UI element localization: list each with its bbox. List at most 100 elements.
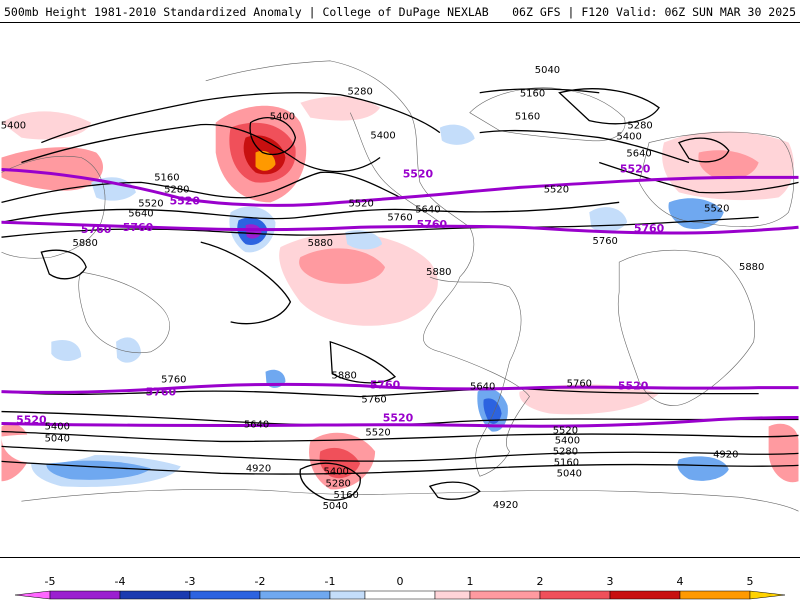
height-contour-13 (299, 462, 361, 501)
anomaly-region-25 (1, 491, 799, 552)
purple-contour-label: 5760 (634, 222, 665, 235)
height-contour-8 (1, 388, 759, 398)
colorbar-tick-label: 0 (397, 575, 404, 588)
height-contour-label: 5280 (347, 87, 372, 98)
purple-contour-label: 5760 (123, 221, 154, 234)
purple-contour-label: 5520 (383, 412, 414, 425)
height-contour-label: 5520 (553, 425, 578, 436)
height-contour-label: 5760 (161, 375, 186, 386)
height-contour-6 (479, 129, 690, 164)
height-contour-label: 5880 (73, 238, 98, 249)
height-contour-label: 5880 (739, 262, 764, 273)
height-contour-label: 5760 (567, 379, 592, 390)
height-contour-label: 5400 (45, 421, 70, 432)
height-contour-label: 5640 (626, 149, 651, 160)
height-contour-5 (1, 216, 759, 238)
colorbar-bin (119, 590, 191, 600)
height-contour-label: 5520 (138, 198, 163, 209)
height-contour-label: 5280 (553, 446, 578, 457)
height-contour-label: 5280 (164, 184, 189, 195)
colorbar-bin (434, 590, 471, 600)
height-contour-label: 5640 (128, 208, 153, 219)
map-header: 500mb Height 1981-2010 Standardized Anom… (0, 0, 800, 22)
purple-contour-label: 5520 (618, 380, 649, 393)
height-contour-label: 5400 (616, 132, 641, 143)
height-contour-label: 5040 (535, 65, 560, 76)
height-contour-label: 5400 (555, 435, 580, 446)
height-contour-label: 5520 (704, 203, 729, 214)
colorbar-bin (749, 590, 786, 600)
height-contour-label: 5160 (154, 172, 179, 183)
height-contour-7 (599, 161, 799, 194)
colorbar-bin (609, 590, 681, 600)
height-contour-label: 5520 (544, 184, 569, 195)
colorbar-ticks: -5 -4 -3 -2 -1 0 1 2 3 4 5 (45, 575, 754, 588)
purple-contour-2 (1, 382, 799, 394)
colorbar-tick-label: 4 (677, 575, 684, 588)
colorbar-bin (49, 590, 121, 600)
height-contour-label: 5880 (308, 238, 333, 249)
height-contour-17 (40, 249, 87, 280)
height-contour-label: 5880 (426, 267, 451, 278)
colorbar-bin (14, 590, 51, 600)
height-contour-19 (558, 88, 660, 125)
height-contour-label: 4920 (493, 500, 518, 511)
colorbar-bin (679, 590, 751, 600)
height-contour-label: 5760 (387, 212, 412, 223)
height-contour-3 (1, 171, 401, 203)
height-contour-15 (200, 241, 292, 325)
height-contour-16 (329, 340, 397, 384)
height-contour-label: 5160 (334, 490, 359, 501)
purple-contour-1 (1, 220, 799, 235)
height-contour-label: 5160 (520, 89, 545, 100)
height-contour-label: 5400 (1, 121, 26, 132)
anomaly-region-9 (768, 423, 799, 483)
height-contour-2 (21, 123, 381, 173)
height-contour-label: 5520 (348, 198, 373, 209)
colorbar-bin (189, 590, 261, 600)
anomaly-colorbar: -5 -4 -3 -2 -1 0 1 2 3 4 5 (14, 575, 786, 600)
height-contour-4 (1, 201, 620, 223)
colorbar-bin (539, 590, 611, 600)
height-contour-11 (1, 445, 799, 462)
colorbar-tick-label: -2 (255, 575, 266, 588)
colorbar-tick-label: -5 (45, 575, 56, 588)
purple-contour-label: 5760 (146, 386, 177, 399)
purple-contour-label: 5520 (620, 162, 651, 175)
height-contour-label: 5760 (361, 395, 386, 406)
anomaly-region-14 (698, 150, 759, 180)
height-contour-label: 5640 (244, 419, 269, 430)
anomaly-region-3 (255, 150, 276, 171)
height-contour-label: 5880 (332, 371, 357, 382)
height-contour-14 (428, 481, 481, 500)
purple-contour-label: 5520 (16, 414, 47, 427)
height-contour-label: 5400 (270, 112, 295, 123)
height-contour-1 (41, 92, 441, 144)
height-contour-label: 5040 (45, 433, 70, 444)
anomaly-region-33 (519, 384, 660, 415)
height-contour-label: 5400 (324, 466, 349, 477)
purple-contour-label: 5760 (370, 379, 401, 392)
purple-contour-label: 5760 (81, 223, 112, 236)
colorbar-tick-label: 2 (537, 575, 544, 588)
anomaly-region-31 (345, 230, 383, 250)
height-contour-label: 5400 (370, 131, 395, 142)
height-contour-label: 4920 (713, 449, 738, 460)
model-run-info: 06Z GFS | F120 Valid: 06Z SUN MAR 30 202… (512, 5, 796, 19)
purple-contour-label: 5520 (403, 167, 434, 180)
anomaly-region-17 (245, 224, 262, 239)
anomaly-fills (1, 96, 799, 552)
height-contour-label: 5040 (557, 468, 582, 479)
height-contour-10 (1, 430, 799, 443)
height-contour-label: 5280 (627, 121, 652, 132)
anomaly-region-5 (300, 96, 381, 121)
height-contour-label: 5640 (415, 204, 440, 215)
continent-outlines (1, 60, 799, 512)
height-contour-0 (479, 88, 600, 94)
anomaly-region-11 (319, 447, 361, 479)
colorbar-bin (329, 590, 366, 600)
anomaly-region-32 (51, 339, 82, 362)
height-contour-20 (677, 137, 730, 163)
